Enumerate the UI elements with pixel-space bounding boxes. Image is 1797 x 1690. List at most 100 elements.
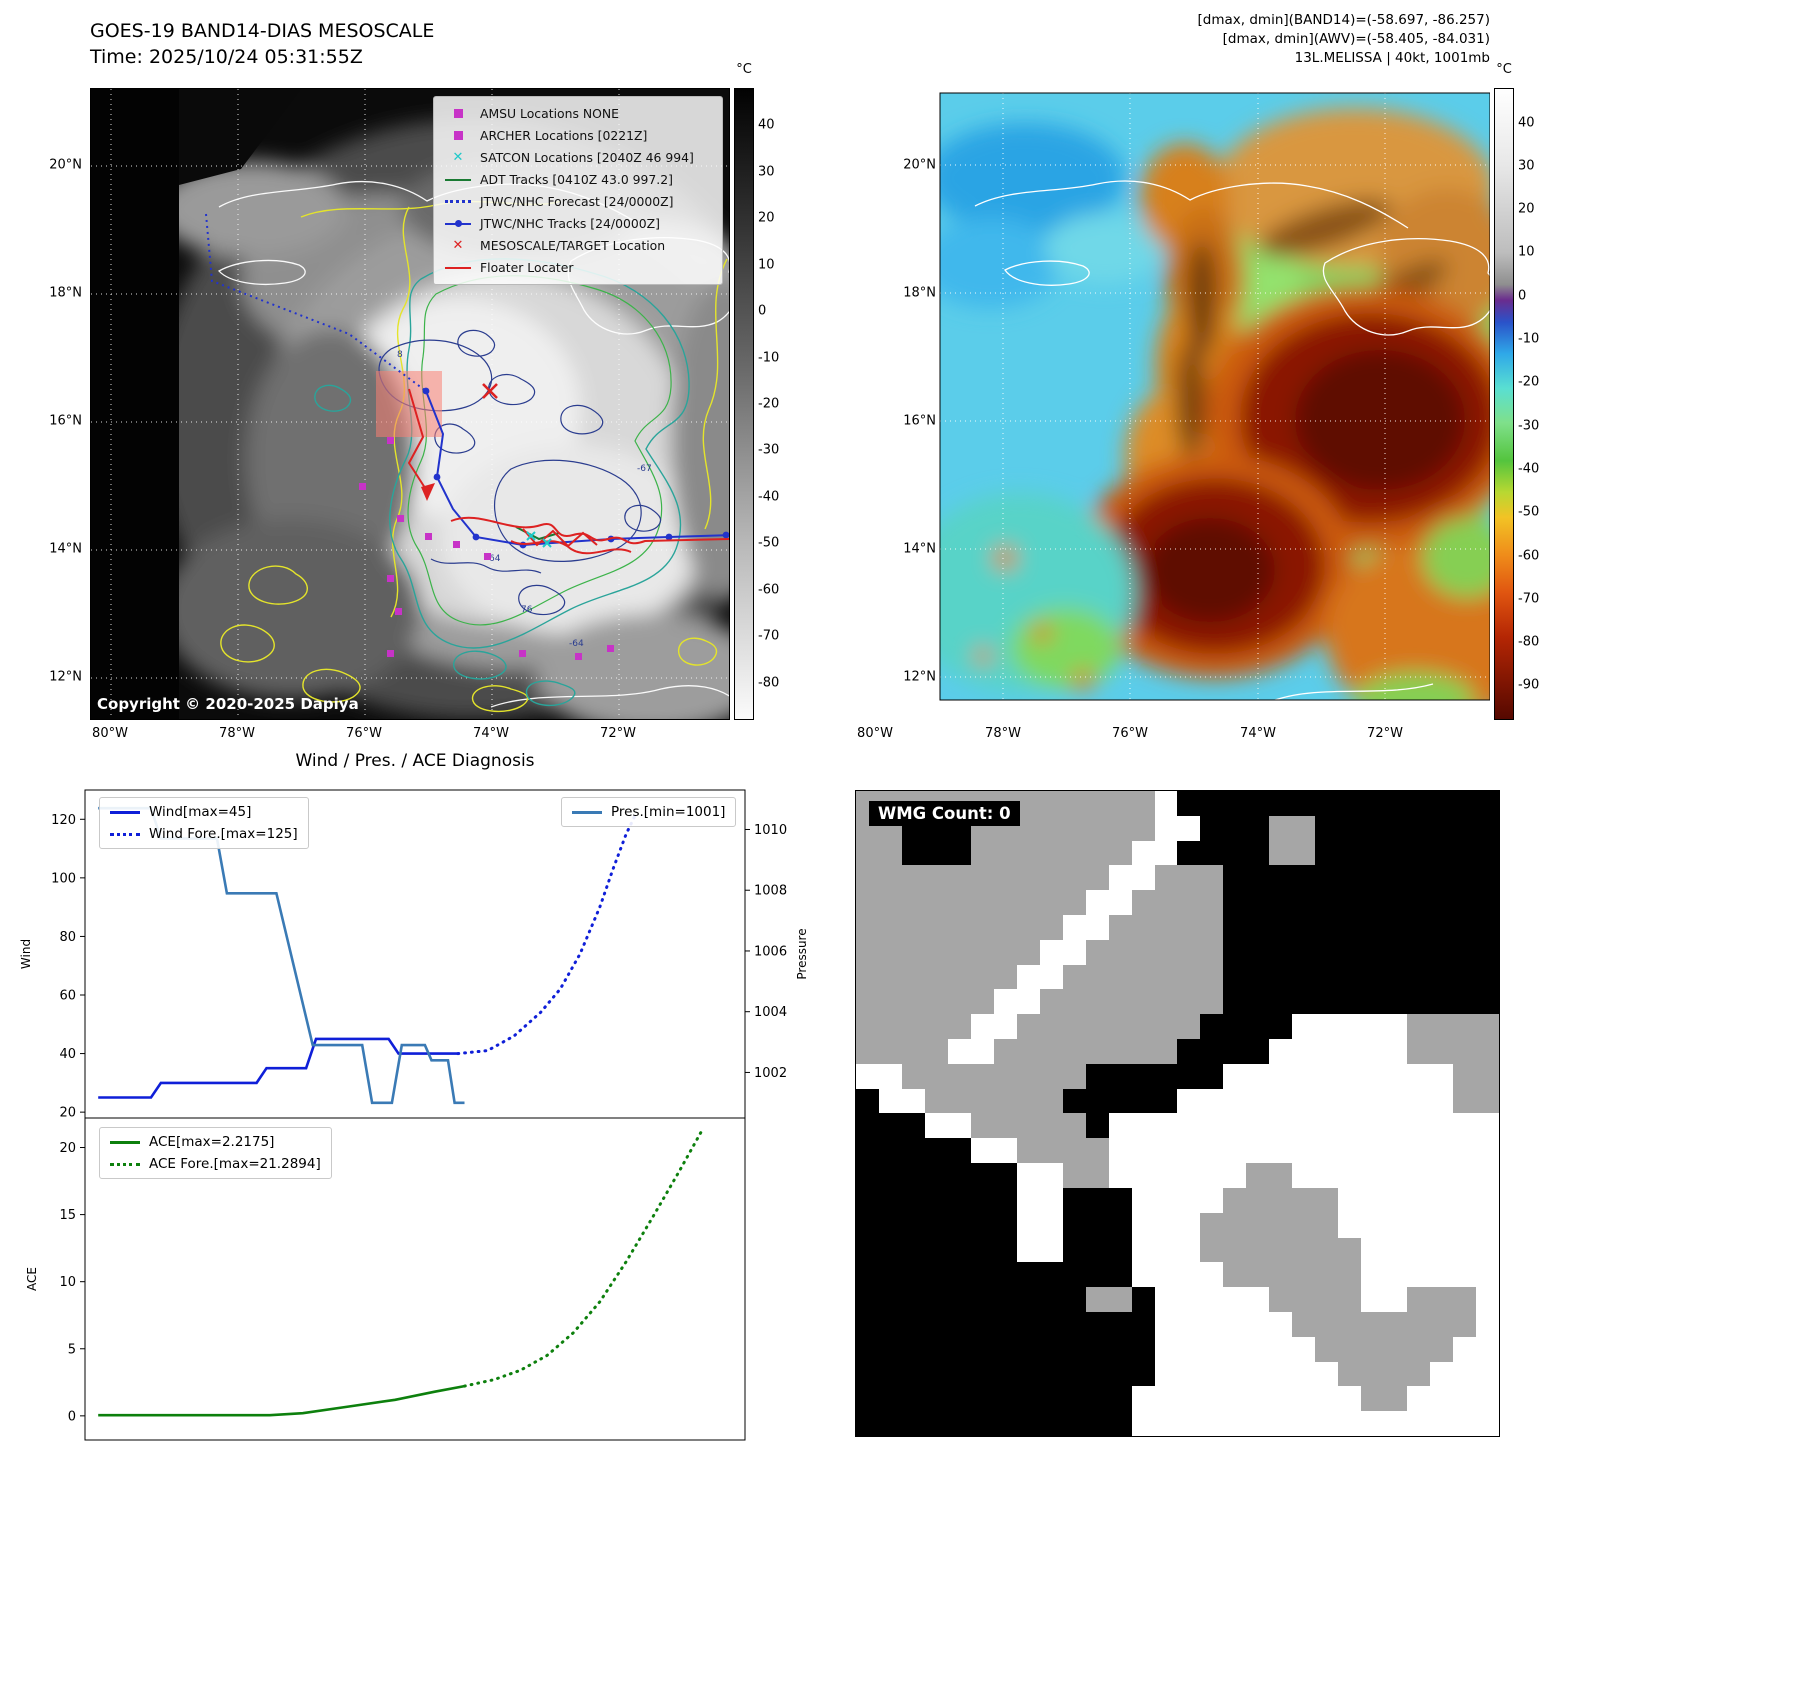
legend-item-label: ADT Tracks [0410Z 43.0 997.2]: [480, 172, 673, 187]
wmg-cell: [1223, 791, 1247, 816]
wmg-cell: [856, 1237, 879, 1263]
wmg-cell: [1177, 865, 1201, 891]
wmg-cell: [878, 915, 902, 940]
target-x-marker: [482, 383, 498, 399]
y-axis-tick: 15: [59, 1208, 76, 1223]
y-axis-label: Wind: [19, 939, 33, 969]
wmg-cell: [878, 1014, 902, 1040]
wmg-cell: [1407, 1063, 1431, 1089]
wmg-cell: [878, 939, 902, 965]
wmg-cell: [1016, 1386, 1040, 1412]
wmg-cell: [970, 1039, 994, 1064]
wmg-cell: [1039, 1063, 1063, 1089]
awv-header-line-2: [dmax, dmin](AWV)=(-58.405, -84.031): [1222, 31, 1490, 47]
wmg-cell: [1131, 815, 1155, 841]
wmg-cell: [1200, 1063, 1224, 1089]
wmg-cell: [1269, 964, 1293, 990]
wmg-cell: [1430, 1138, 1454, 1164]
wmg-cell: [1039, 1411, 1063, 1436]
wmg-cell: [1453, 1163, 1477, 1188]
wmg-cell: [1338, 1237, 1362, 1263]
wmg-cell: [901, 989, 925, 1015]
wmg-cell: [947, 964, 971, 990]
wmg-cell: [1476, 1287, 1499, 1312]
wmg-cell: [1177, 1411, 1201, 1436]
wmg-cell: [1292, 915, 1316, 940]
wmg-cell: [1292, 1237, 1316, 1263]
y-axis-tick: 40: [59, 1047, 76, 1062]
wmg-cell: [856, 1212, 879, 1238]
wmg-cell: [1154, 1287, 1178, 1312]
wmg-cell: [1200, 1336, 1224, 1362]
wmg-cell: [1016, 939, 1040, 965]
wmg-cell: [1246, 1311, 1270, 1337]
wmg-cell: [924, 1039, 948, 1064]
wmg-cell: [1476, 1163, 1499, 1188]
wmg-cell: [993, 1088, 1017, 1114]
wmg-cell: [1016, 1063, 1040, 1089]
wmg-cell: [901, 939, 925, 965]
wmg-cell: [1269, 915, 1293, 940]
wmg-cell: [1246, 890, 1270, 916]
y-axis-tick: 60: [59, 989, 76, 1004]
wmg-cell: [1085, 939, 1109, 965]
wmg-cell: [1154, 815, 1178, 841]
diagnosis-title: Wind / Pres. / ACE Diagnosis: [295, 751, 535, 771]
wmg-cell: [1361, 1113, 1385, 1139]
wmg-cell: [1384, 1212, 1408, 1238]
legend-item: ADT Tracks [0410Z 43.0 997.2]: [443, 170, 713, 189]
band14-colorbar: [734, 88, 754, 720]
lat-tick: 20°N: [49, 157, 82, 173]
wmg-cell: [1177, 1113, 1201, 1139]
wmg-cell: [1085, 791, 1109, 816]
wmg-cell: [1476, 1138, 1499, 1164]
wmg-cell: [901, 1187, 925, 1213]
wmg-cell: [856, 1187, 879, 1213]
wmg-cell: [947, 1163, 971, 1188]
wmg-cell: [878, 890, 902, 916]
wmg-cell: [1407, 1411, 1431, 1436]
wmg-cell: [1223, 840, 1247, 866]
wmg-cell: [1016, 1187, 1040, 1213]
wmg-cell: [878, 1262, 902, 1288]
lon-tick: 78°W: [219, 726, 255, 741]
wmg-cell: [878, 865, 902, 891]
wmg-cell: [993, 1411, 1017, 1436]
wmg-cell: [1407, 791, 1431, 816]
wmg-cell: [1131, 1237, 1155, 1263]
wmg-cell: [1246, 964, 1270, 990]
wmg-cell: [1407, 989, 1431, 1015]
wmg-cell: [1016, 1212, 1040, 1238]
wmg-cell: [947, 1336, 971, 1362]
contour-label: 8: [397, 350, 403, 360]
wmg-cell: [1108, 989, 1132, 1015]
wmg-cell: [878, 1361, 902, 1387]
wmg-cell: [1062, 1311, 1086, 1337]
wmg-cell: [1361, 840, 1385, 866]
wmg-cell: [1085, 1311, 1109, 1337]
wmg-cell: [1269, 1187, 1293, 1213]
wmg-cell: [1269, 1262, 1293, 1288]
wmg-cell: [947, 1411, 971, 1436]
wmg-cell: [1177, 815, 1201, 841]
wmg-cell: [1062, 865, 1086, 891]
wmg-cell: [1246, 840, 1270, 866]
lon-tick: 74°W: [1240, 726, 1276, 741]
wmg-cell: [924, 1088, 948, 1114]
wmg-cell: [1062, 1088, 1086, 1114]
wmg-cell: [1453, 815, 1477, 841]
wmg-cell: [1292, 1138, 1316, 1164]
wmg-cell: [947, 1113, 971, 1139]
dotted-marker-icon: [443, 200, 473, 203]
wmg-cell: [856, 1361, 879, 1387]
wmg-cell: [1407, 1113, 1431, 1139]
wmg-cell: [1338, 1311, 1362, 1337]
wmg-cell: [1338, 815, 1362, 841]
wmg-cell: [1131, 1212, 1155, 1238]
wmg-cell: [1269, 1212, 1293, 1238]
wmg-cell: [924, 915, 948, 940]
wmg-cell: [1292, 1163, 1316, 1188]
wmg-cell: [1108, 1212, 1132, 1238]
wmg-cell: [1131, 1039, 1155, 1064]
lon-tick: 78°W: [985, 726, 1021, 741]
